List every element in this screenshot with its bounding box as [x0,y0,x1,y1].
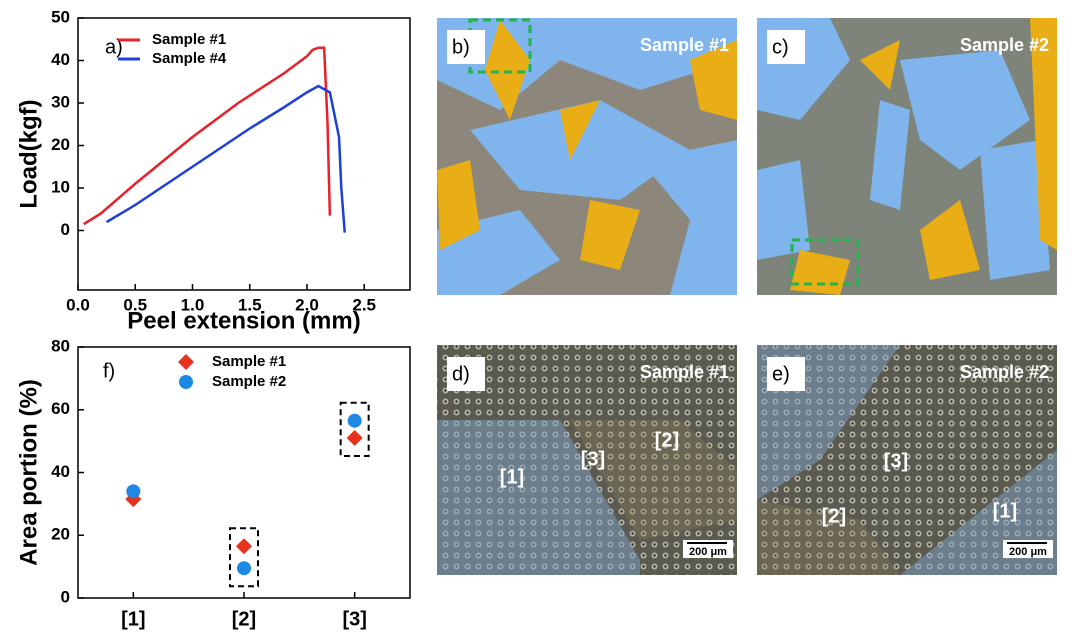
region-label: [1] [500,466,524,488]
legend-label: Sample #1 [212,353,286,370]
panel-label: e) [772,363,790,385]
scale-label: 200 μm [689,546,727,558]
legend-swatch [179,375,193,389]
y-tick-label: 10 [51,177,70,196]
y-tick-label: 40 [51,50,70,69]
scale-label: 200 μm [1009,546,1047,558]
image-c [757,18,1057,295]
x-tick-label: [3] [342,608,366,630]
group-box [339,401,370,457]
panel-label: d) [452,363,470,385]
sample-label: Sample #1 [640,35,729,55]
y-tick-label: 0 [61,587,70,606]
label-box [767,30,805,64]
sample-label: Sample #2 [960,35,1049,55]
point [236,538,252,555]
region-label: [3] [581,448,605,470]
region-label: [2] [655,429,679,451]
x-tick-label: [2] [232,608,256,630]
legend-label: Sample #2 [212,373,286,390]
x-tick-label: 1.0 [181,295,205,314]
x-tick-label: 1.5 [238,295,262,314]
region-label: [3] [884,450,908,472]
y-tick-label: 20 [51,135,70,154]
sample-label: Sample #2 [960,362,1049,382]
point [346,429,363,446]
x-axis-label: Peel extension (mm) [127,307,360,334]
y-axis-label: Area portion (%) [15,379,42,566]
label-box [447,30,485,64]
point [237,561,251,576]
region-label: [1] [993,500,1017,522]
x-tick-label: [1] [121,608,145,630]
x-tick-label: 2.5 [352,295,376,314]
y-tick-label: 20 [51,525,70,544]
legend-swatch [178,354,194,370]
label-box [767,357,805,391]
y-tick-label: 30 [51,92,70,111]
y-tick-label: 40 [51,462,70,481]
region-label: [2] [822,505,846,527]
legend-label: Sample #4 [152,50,227,67]
sample-label: Sample #1 [640,362,729,382]
y-axis-label: Load(kgf) [15,99,42,208]
line-series [105,84,346,233]
panel-label: a) [105,36,123,58]
x-tick-label: 2.0 [295,295,319,314]
image-d [437,345,737,575]
y-tick-label: 0 [61,220,70,239]
y-tick-label: 80 [51,336,70,355]
plot-frame [77,17,411,291]
y-tick-label: 50 [51,7,70,26]
y-tick-label: 60 [51,399,70,418]
group-box [229,527,259,588]
label-box [447,357,485,391]
image-b [437,18,737,295]
point [126,484,141,499]
panel-label: c) [772,36,789,58]
x-tick-label: 0.5 [123,295,147,314]
panel-label: f) [103,360,115,382]
line-series [83,46,332,226]
legend-label: Sample #1 [152,31,226,48]
x-tick-label: 0.0 [66,295,90,314]
panel-label: b) [452,36,470,58]
point [347,413,362,428]
